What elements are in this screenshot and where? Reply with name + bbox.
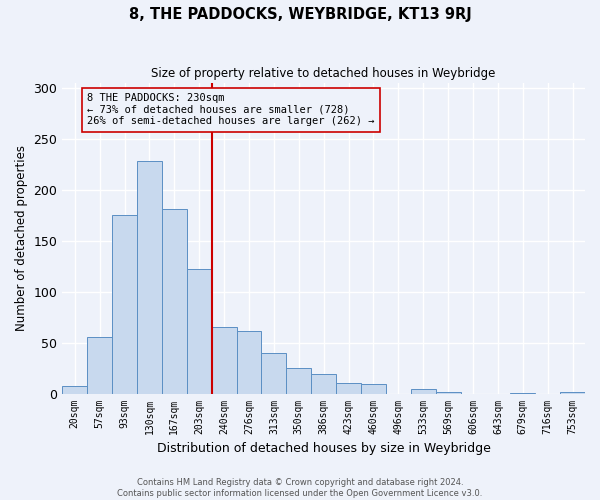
Bar	[336, 384, 361, 394]
Bar	[112, 216, 137, 394]
Bar	[87, 336, 112, 394]
Bar	[560, 392, 585, 394]
Bar	[311, 374, 336, 394]
Bar	[286, 368, 311, 394]
Text: 8, THE PADDOCKS, WEYBRIDGE, KT13 9RJ: 8, THE PADDOCKS, WEYBRIDGE, KT13 9RJ	[128, 8, 472, 22]
X-axis label: Distribution of detached houses by size in Weybridge: Distribution of detached houses by size …	[157, 442, 491, 455]
Y-axis label: Number of detached properties: Number of detached properties	[15, 146, 28, 332]
Bar	[62, 386, 87, 394]
Title: Size of property relative to detached houses in Weybridge: Size of property relative to detached ho…	[151, 68, 496, 80]
Bar	[436, 392, 461, 394]
Bar	[187, 270, 212, 394]
Bar	[236, 332, 262, 394]
Bar	[137, 162, 162, 394]
Bar	[411, 390, 436, 394]
Bar	[511, 392, 535, 394]
Bar	[262, 353, 286, 394]
Text: 8 THE PADDOCKS: 230sqm
← 73% of detached houses are smaller (728)
26% of semi-de: 8 THE PADDOCKS: 230sqm ← 73% of detached…	[87, 93, 374, 126]
Bar	[361, 384, 386, 394]
Text: Contains HM Land Registry data © Crown copyright and database right 2024.
Contai: Contains HM Land Registry data © Crown c…	[118, 478, 482, 498]
Bar	[212, 328, 236, 394]
Bar	[162, 210, 187, 394]
